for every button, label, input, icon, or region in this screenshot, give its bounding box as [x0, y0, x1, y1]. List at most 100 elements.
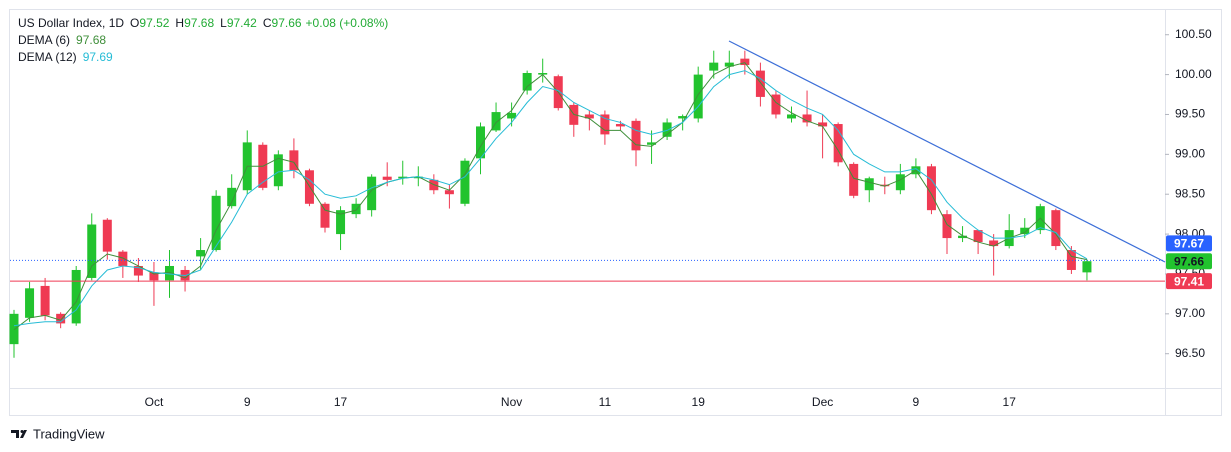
x-tick-label: 17	[1003, 395, 1017, 409]
indicator-line	[13, 62, 1088, 331]
candle-body	[25, 288, 35, 318]
y-tick-label: 100.50	[1175, 27, 1212, 41]
y-tick-label: 99.50	[1175, 107, 1205, 121]
candle-body	[460, 160, 470, 204]
field-key: H	[175, 16, 184, 30]
symbol: US Dollar Index, 1D	[18, 16, 124, 30]
y-tick-label: 100.00	[1175, 67, 1212, 81]
field-value: 97.68	[184, 16, 214, 30]
candle-body	[56, 313, 66, 324]
candle-body	[709, 62, 719, 71]
candle-body	[196, 250, 206, 257]
header: US Dollar Index, 1D O97.52 H97.68 L97.42 C97…	[18, 16, 388, 64]
price-label-box	[1166, 235, 1212, 252]
candle-body	[9, 313, 19, 345]
brand-logo	[11, 430, 27, 438]
candle-body	[1082, 261, 1092, 273]
price-label-box	[1166, 253, 1212, 270]
brand-name: TradingView	[33, 426, 105, 441]
x-tick-label: 9	[913, 395, 920, 409]
candle-body	[880, 184, 890, 187]
candle-body	[273, 154, 283, 187]
y-tick-label: 99.00	[1175, 147, 1205, 161]
candle-body	[771, 94, 781, 115]
candle-body	[1020, 227, 1030, 235]
candle-body	[989, 240, 999, 247]
candle-body	[507, 112, 517, 119]
field-value: 97.42	[227, 16, 257, 30]
legend-name: DEMA (6)	[18, 33, 70, 47]
field-key: C	[263, 16, 272, 30]
candle-body	[662, 122, 672, 137]
candle-body	[787, 114, 796, 119]
candle-body	[227, 187, 237, 207]
candle-body	[802, 114, 812, 123]
y-tick-label: 96.50	[1175, 346, 1205, 360]
x-tick-label: Dec	[812, 395, 833, 409]
candle-body	[320, 203, 330, 228]
y-tick-label: 97.00	[1175, 306, 1205, 320]
x-tick-label: 19	[692, 395, 706, 409]
legend-value: 97.69	[83, 50, 113, 64]
candle-body	[740, 58, 750, 66]
legend-row: DEMA (12) 97.69	[18, 50, 113, 64]
candle-body	[926, 166, 936, 211]
price-label: 97.66	[1174, 254, 1204, 268]
field-key: O	[130, 16, 139, 30]
candle-body	[71, 269, 81, 324]
candle-body	[973, 230, 983, 243]
legend-row: DEMA (6) 97.68	[18, 33, 106, 47]
candle-body	[849, 163, 859, 196]
candle-body	[958, 235, 968, 239]
candle-body	[1066, 250, 1076, 270]
candle-body	[133, 265, 143, 276]
indicator-line	[13, 70, 1088, 327]
candle-body	[942, 214, 952, 239]
candle-body	[895, 174, 905, 191]
brand-logo-dot	[20, 430, 24, 433]
candle-body	[864, 178, 874, 191]
legend-value: 97.68	[76, 33, 106, 47]
x-tick-label: 17	[334, 395, 348, 409]
field-value: 97.52	[139, 16, 169, 30]
trend-line	[728, 40, 1166, 263]
candle-body	[615, 124, 625, 127]
x-tick-label: Oct	[145, 395, 164, 409]
candle-body	[693, 74, 703, 119]
candle-body	[40, 285, 50, 316]
change: +0.08 (+0.08%)	[306, 16, 389, 30]
candle-body	[413, 176, 423, 179]
x-tick-label: 11	[599, 395, 612, 409]
candle-body	[118, 251, 128, 266]
candle-body	[631, 120, 641, 151]
price-label-box	[1166, 273, 1212, 290]
candle-body	[87, 224, 97, 278]
candle-body	[165, 265, 174, 281]
candle-body	[289, 150, 299, 171]
candle-body	[351, 203, 361, 215]
candle-body	[476, 126, 485, 159]
candle-body	[336, 210, 346, 235]
candle-body	[678, 116, 688, 119]
candle-body	[382, 176, 392, 180]
candle-body	[1051, 210, 1061, 247]
candle-body	[398, 176, 408, 179]
candle-body	[102, 219, 112, 252]
candle-body	[584, 114, 594, 119]
x-tick-label: Nov	[501, 395, 522, 409]
candle-body	[491, 112, 501, 131]
header-row: US Dollar Index, 1D O97.52 H97.68 L97.42 C97…	[18, 16, 388, 30]
frame	[9, 9, 1222, 416]
candle-body	[211, 195, 221, 251]
candle-body	[149, 272, 159, 281]
candle-body	[522, 73, 532, 91]
x-tick-label: 9	[244, 395, 251, 409]
candle-body	[833, 124, 843, 163]
legend-name: DEMA (12)	[18, 50, 77, 64]
price-label: 97.41	[1174, 274, 1204, 288]
field-value: 97.66	[272, 16, 302, 30]
candle-body	[444, 190, 454, 195]
candle-body	[724, 62, 734, 67]
